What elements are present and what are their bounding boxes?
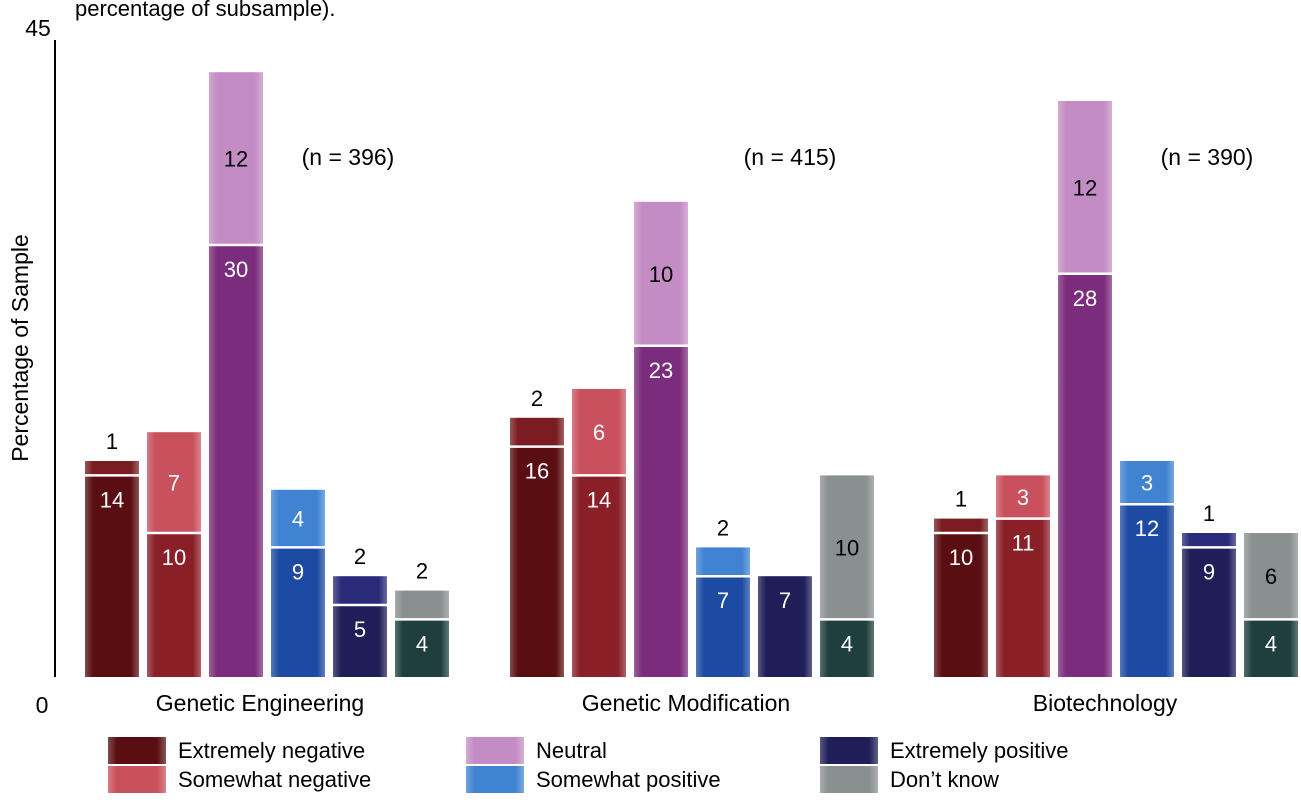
data-label: 2 [354, 544, 366, 569]
legend-swatch [108, 737, 166, 764]
data-label: 2 [416, 559, 428, 584]
data-label: 12 [1073, 175, 1097, 200]
annotation-sample-size: (n = 390) [1161, 144, 1254, 170]
bar-somewhat-positive-lower [1120, 504, 1174, 677]
bar-somewhat-negative-upper [147, 432, 201, 533]
legend-swatch [820, 737, 878, 764]
bar-extremely-negative-lower [934, 533, 988, 677]
data-label: 6 [593, 420, 605, 445]
y-axis-label: Percentage of Sample [7, 234, 33, 462]
bar-extremely-positive-lower [333, 605, 387, 677]
bar-neutral-upper [634, 201, 688, 346]
legend-label: Neutral [536, 738, 607, 763]
bar-somewhat-positive-lower [271, 547, 325, 677]
legend-label: Somewhat negative [178, 767, 371, 792]
bar-somewhat-positive-upper [1120, 461, 1174, 505]
bar-neutral-lower [634, 345, 688, 677]
data-label: 11 [1012, 531, 1035, 556]
data-label: 23 [649, 358, 673, 383]
annotation-sample-size: (n = 396) [302, 144, 395, 170]
bar-neutral-upper [209, 72, 263, 245]
chart-title-fragment: percentage of subsample). [75, 0, 336, 21]
legend-swatch [466, 766, 524, 793]
bar-somewhat-positive-upper [696, 547, 750, 577]
bar-somewhat-negative-upper [572, 389, 626, 476]
data-label: 12 [224, 147, 248, 172]
bar-extremely-negative-lower [510, 446, 564, 677]
data-label: 5 [354, 617, 366, 642]
bar-don-t-know-upper [820, 475, 874, 620]
bar-extremely-positive-lower [758, 576, 812, 677]
x-tick-label: Genetic Engineering [156, 690, 364, 716]
data-label: 4 [1265, 631, 1277, 656]
bar-neutral-lower [209, 245, 263, 677]
legend-swatch [820, 766, 878, 793]
data-label: 28 [1073, 286, 1097, 311]
data-label: 4 [416, 631, 428, 656]
bar-somewhat-negative-upper [996, 475, 1050, 519]
bar-neutral-upper [1058, 101, 1112, 274]
legend-label: Don’t know [890, 767, 999, 792]
annotation-sample-size: (n = 415) [744, 144, 837, 170]
legend-label: Extremely positive [890, 738, 1069, 763]
legend-label: Extremely negative [178, 738, 365, 763]
bar-don-t-know-lower [820, 619, 874, 677]
data-label: 9 [292, 559, 304, 584]
data-label: 6 [1265, 564, 1277, 589]
data-label: 7 [779, 588, 791, 613]
data-label: 7 [168, 471, 180, 496]
data-label: 4 [841, 631, 853, 656]
legend-swatch [108, 766, 166, 793]
data-label: 2 [531, 386, 543, 411]
x-tick-label: Biotechnology [1033, 690, 1178, 716]
data-label: 14 [587, 487, 611, 512]
data-label: 7 [717, 588, 729, 613]
bar-extremely-negative-upper [934, 518, 988, 533]
data-label: 3 [1141, 471, 1153, 496]
bar-don-t-know-lower [395, 619, 449, 677]
data-label: 2 [717, 515, 729, 540]
y-tick-label: 45 [25, 15, 51, 41]
bar-don-t-know-upper [1244, 533, 1298, 620]
data-label: 10 [835, 535, 859, 560]
bar-somewhat-negative-lower [147, 533, 201, 677]
data-label: 1 [106, 429, 118, 454]
data-label: 1 [1203, 501, 1215, 526]
data-label: 12 [1135, 516, 1159, 541]
bar-extremely-negative-upper [510, 417, 564, 447]
legend-label: Somewhat positive [536, 767, 721, 792]
data-label: 14 [100, 487, 124, 512]
bar-neutral-lower [1058, 273, 1112, 677]
data-label: 9 [1203, 559, 1215, 584]
data-label: 3 [1017, 485, 1029, 510]
bar-extremely-positive-upper [333, 576, 387, 605]
bar-extremely-negative-upper [85, 461, 139, 476]
data-label: 4 [292, 507, 304, 532]
legend-swatch [466, 737, 524, 764]
bar-extremely-positive-upper [1182, 533, 1236, 548]
x-tick-label: Genetic Modification [582, 690, 790, 716]
data-label: 30 [224, 257, 248, 282]
bar-somewhat-positive-lower [696, 576, 750, 677]
data-label: 10 [162, 545, 186, 570]
bar-extremely-negative-lower [85, 475, 139, 677]
bar-don-t-know-upper [395, 590, 449, 620]
data-label: 1 [955, 487, 967, 512]
bar-somewhat-positive-upper [271, 489, 325, 548]
bar-extremely-positive-lower [1182, 547, 1236, 677]
data-label: 10 [649, 262, 673, 287]
bar-somewhat-negative-lower [572, 475, 626, 677]
y-tick-label: 0 [36, 692, 49, 718]
bar-somewhat-negative-lower [996, 518, 1050, 677]
bar-don-t-know-lower [1244, 619, 1298, 677]
data-label: 16 [525, 459, 549, 484]
data-label: 10 [949, 545, 973, 570]
